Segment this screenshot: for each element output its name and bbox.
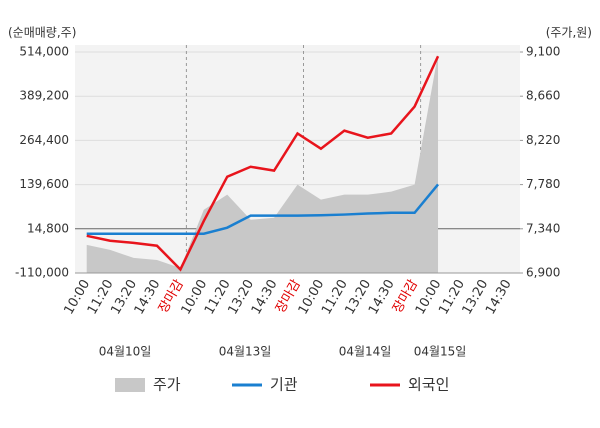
legend-label: 외국인 xyxy=(408,376,449,394)
legend-label: 주가 xyxy=(153,376,181,394)
y-tick-label: 14,800 xyxy=(27,221,69,235)
date-label: 04월13일 xyxy=(219,345,272,359)
y-tick-label: 389,200 xyxy=(19,89,69,103)
y2-tick-label: 6,900 xyxy=(526,266,560,280)
y-axis-title: (순매매량,주) xyxy=(8,26,76,40)
y2-tick-label: 8,220 xyxy=(526,133,560,147)
y-tick-label: 139,600 xyxy=(19,177,69,191)
y2-tick-label: 9,100 xyxy=(526,45,560,59)
y2-tick-label: 7,340 xyxy=(526,221,560,235)
date-label: 04월15일 xyxy=(414,345,467,359)
y2-axis-title: (주가,원) xyxy=(546,26,592,40)
y2-tick-label: 7,780 xyxy=(526,177,560,191)
legend-swatch xyxy=(115,378,145,392)
series-line xyxy=(86,55,440,272)
y-tick-label: -110,000 xyxy=(15,266,69,280)
date-label: 04월14일 xyxy=(339,345,392,359)
y2-tick-label: 8,660 xyxy=(526,89,560,103)
date-label: 04월10일 xyxy=(99,345,152,359)
series-line xyxy=(86,183,439,235)
price-area xyxy=(86,54,439,273)
y-tick-label: 264,400 xyxy=(19,133,69,147)
y-tick-label: 514,000 xyxy=(19,45,69,59)
legend-label: 기관 xyxy=(270,376,298,394)
